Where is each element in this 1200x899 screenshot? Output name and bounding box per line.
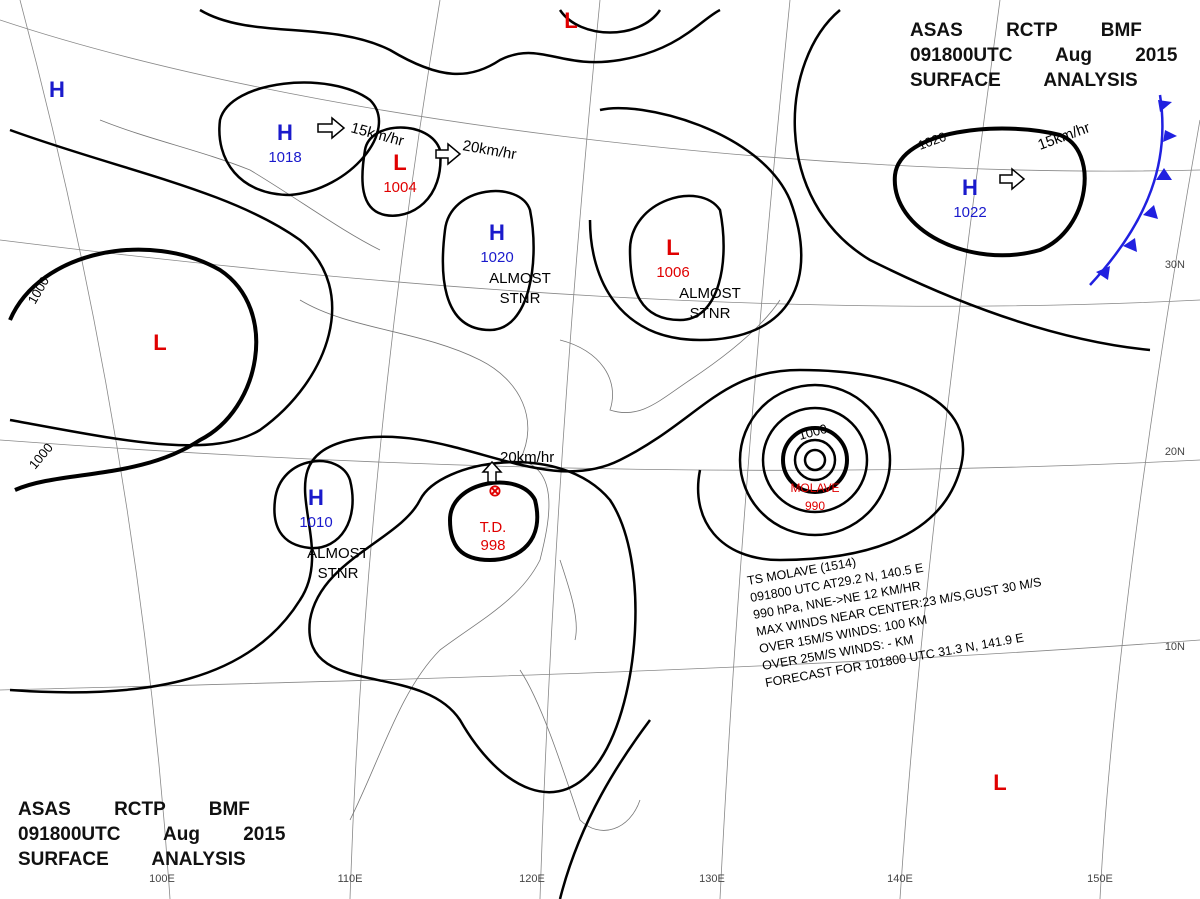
stationary-label: STNR [318,565,359,582]
stationary-label: ALMOST [489,270,551,287]
lat-label: 10N [1165,641,1185,653]
pressure-symbol: L [993,770,1006,795]
coastline [99,119,781,831]
stationary-label: STNR [690,305,731,322]
motion-arrows [317,116,1026,483]
cold-front [1089,94,1177,286]
header-line: SURFACE ANALYSIS [910,70,1138,91]
tropical-name: MOLAVE [790,481,839,495]
header-line: 091800UTC Aug 2015 [18,824,286,845]
pressure-value: 1004 [383,179,416,196]
lat-label: 20N [1165,446,1185,458]
lon-label: 120E [519,873,545,885]
header-line: 091800UTC Aug 2015 [910,45,1178,66]
lat-label: 30N [1165,259,1185,271]
lon-label: 140E [887,873,913,885]
pressure-symbol: H [962,175,978,200]
pressure-symbol: H [308,485,324,510]
lon-label: 130E [699,873,725,885]
pressure-value: 1018 [268,149,301,166]
tropical-value: 990 [805,499,825,513]
pressure-value: 1020 [480,249,513,266]
pressure-symbol: L [153,330,166,355]
isobars [8,8,1151,899]
lon-label: 110E [338,873,363,885]
header-line: ASAS RCTP BMF [910,20,1142,41]
tropical-value: 998 [480,537,505,554]
stationary-label: ALMOST [307,545,369,562]
pressure-symbol: H [277,120,293,145]
pressure-value: 1010 [299,514,332,531]
pressure-value: 1006 [656,264,689,281]
tropical-name: T.D. [480,519,507,536]
pressure-symbol: L [393,150,406,175]
pressure-symbol: H [489,220,505,245]
stationary-label: ALMOST [679,285,741,302]
header-line: ASAS RCTP BMF [18,799,250,820]
pressure-symbol: L [564,8,577,33]
lon-label: 150E [1087,873,1113,885]
motion-label: 20km/hr [500,449,554,466]
td-symbol: ⊗ [488,483,501,500]
isobar-label: 1000 [797,421,829,443]
stationary-label: STNR [500,290,541,307]
pressure-symbol: H [49,77,65,102]
header-line: SURFACE ANALYSIS [18,849,246,870]
pressure-value: 1022 [953,204,986,221]
pressure-symbol: L [666,235,679,260]
lon-label: 100E [149,873,175,885]
